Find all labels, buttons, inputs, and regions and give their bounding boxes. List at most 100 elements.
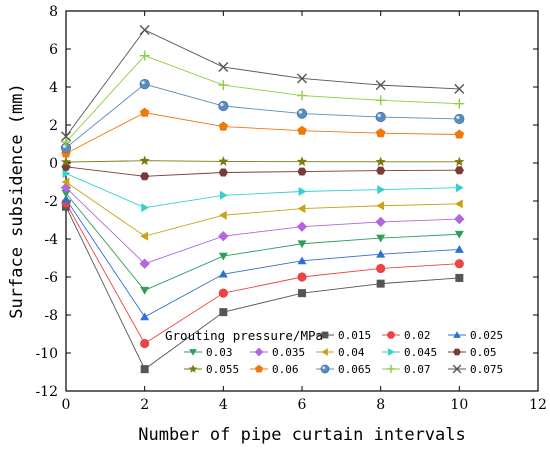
legend-marker [388,348,395,356]
legend-label: 0.065 [338,363,371,376]
legend-marker [387,331,395,339]
data-point [139,155,150,166]
series-0.055 [60,155,465,167]
legend-entry-0.075: 0.075 [448,363,503,376]
data-point [454,230,464,239]
data-point [297,90,307,101]
y-tick-label: -10 [35,346,58,362]
x-tick-label: 10 [450,397,468,413]
legend-marker [321,348,328,356]
data-point [376,201,385,211]
data-point [218,62,229,73]
data-point [376,234,386,243]
data-point [297,256,307,265]
data-point [218,230,229,242]
legend-entry-0.055: 0.055 [184,363,239,376]
data-point [455,183,464,193]
data-point [296,221,308,232]
series-line [65,55,460,143]
legend-label: 0.045 [404,346,437,359]
data-point [61,190,71,198]
data-point [297,272,307,282]
x-tick-label: 6 [298,397,307,413]
data-point [139,50,150,61]
series-line [65,206,460,370]
data-point [375,111,386,123]
data-point [454,213,465,225]
legend-marker [452,364,462,374]
data-point [218,168,228,177]
y-tick-label: -4 [44,232,58,248]
data-point [61,131,71,142]
data-point [218,80,229,91]
data-point [297,240,307,249]
data-point [140,312,150,321]
data-point [62,168,71,178]
series-0.025 [61,194,464,321]
legend-marker [453,331,461,338]
y-tick-label: -6 [44,270,58,286]
series-0.03 [61,190,464,295]
legend-entry-0.045: 0.045 [382,346,437,359]
legend-marker [321,331,329,339]
legend-marker [254,347,264,357]
y-tick-label: 4 [49,80,58,96]
data-point [139,107,150,117]
data-point [218,121,229,131]
data-point [61,137,71,148]
data-point [61,194,71,203]
data-point [454,259,464,269]
series-line [65,198,460,318]
legend-marker [453,348,461,356]
legend-title: Grouting pressure/MPa [165,328,323,343]
data-point [455,273,464,282]
series-0.075 [61,25,465,142]
series-line [65,181,460,237]
legend-entry-0.02: 0.02 [382,329,431,342]
data-point [454,98,465,109]
data-point [376,166,386,175]
data-point [139,79,150,90]
data-point [454,129,465,139]
data-point [296,108,308,119]
legend-marker [188,364,198,373]
data-point [139,25,150,35]
y-tick-label: -12 [35,384,58,400]
data-point-highlight [298,110,303,114]
series-line [65,193,460,291]
legend-entry-0.065: 0.065 [316,363,371,376]
data-point-highlight [377,113,381,118]
data-point [297,125,307,135]
legend-marker [386,364,396,374]
legend-entry-0.04: 0.04 [316,346,365,359]
data-point [376,279,385,288]
data-point [141,203,150,213]
series-line [65,166,460,177]
data-point [140,338,150,349]
legend-label: 0.02 [404,329,431,342]
legend-entry-0.06: 0.06 [250,363,299,376]
series-0.065 [60,79,465,153]
series-line [65,202,460,345]
series-line [65,187,460,265]
legend-label: 0.04 [338,346,365,359]
data-point [298,289,306,298]
data-point-highlight [456,115,460,120]
data-point [60,156,72,167]
legend-entry-0.07: 0.07 [382,363,431,376]
data-point [219,190,228,200]
data-point [140,172,150,181]
series-0.06 [61,107,465,158]
data-point-highlight [220,102,224,107]
legend-label: 0.025 [470,329,503,342]
legend-marker [189,349,197,356]
data-point [61,177,70,187]
data-point [375,80,386,91]
axes: 0 2 4 6 8 10 12 -12 -10 -8 -6 -4 -2 0 2 4 6 8 [35,4,546,413]
legend-label: 0.03 [206,346,233,359]
legend-label: 0.07 [404,363,431,376]
legend-entry-0.03: 0.03 [184,346,233,359]
plot-area [60,25,465,374]
data-point [376,249,386,258]
